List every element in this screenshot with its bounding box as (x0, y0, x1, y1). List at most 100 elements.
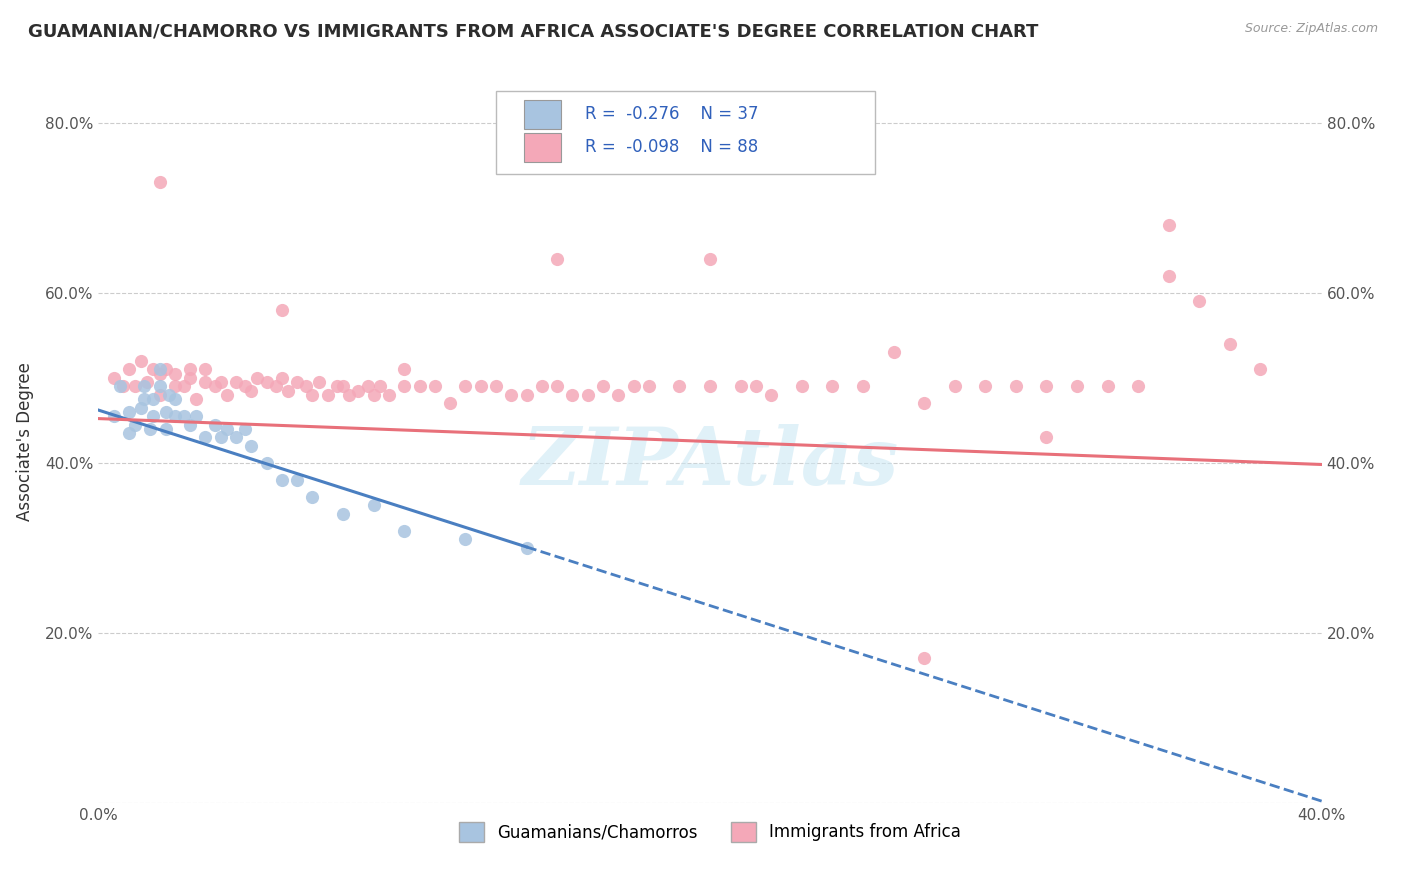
Point (264, 379, 287, 393)
Point (111, 379, 134, 393)
Point (149, 362, 172, 376)
Point (149, 388, 172, 402)
Point (194, 375, 217, 389)
Point (408, 379, 430, 393)
Point (363, 498, 385, 512)
Point (943, 379, 966, 393)
Point (215, 422, 238, 436)
Point (118, 405, 141, 419)
Point (118, 425, 141, 440)
Text: ZIPAtlas: ZIPAtlas (522, 425, 898, 502)
Point (368, 379, 391, 393)
Point (139, 422, 162, 436)
Point (392, 379, 416, 393)
Text: Source: ZipAtlas.com: Source: ZipAtlas.com (1244, 22, 1378, 36)
Point (142, 362, 165, 376)
Point (363, 388, 385, 402)
Point (285, 473, 308, 487)
Point (149, 367, 172, 381)
Point (163, 409, 186, 423)
Point (530, 379, 553, 393)
Point (186, 409, 208, 423)
Point (225, 375, 247, 389)
Point (607, 388, 630, 402)
Point (974, 379, 997, 393)
Point (1066, 379, 1088, 393)
Point (149, 175, 172, 189)
Point (215, 388, 238, 402)
Point (285, 375, 308, 389)
Point (1097, 379, 1119, 393)
FancyBboxPatch shape (524, 133, 561, 162)
Point (270, 473, 292, 487)
Point (246, 371, 269, 385)
Point (134, 379, 156, 393)
Point (295, 379, 318, 393)
Point (1249, 362, 1271, 376)
FancyBboxPatch shape (524, 100, 561, 128)
Point (883, 345, 905, 359)
Point (790, 379, 813, 393)
Point (337, 388, 360, 402)
Point (1157, 218, 1180, 232)
Point (179, 371, 201, 385)
Point (149, 379, 172, 393)
Point (332, 507, 354, 521)
Point (637, 379, 661, 393)
Point (277, 384, 299, 398)
Point (179, 362, 201, 376)
Point (163, 379, 186, 393)
Point (485, 379, 508, 393)
Point (186, 392, 208, 406)
Point (173, 409, 195, 423)
Legend: Guamanians/Chamorros, Immigrants from Africa: Guamanians/Chamorros, Immigrants from Af… (453, 815, 967, 848)
Point (124, 417, 146, 432)
FancyBboxPatch shape (496, 91, 875, 174)
Point (1004, 379, 1026, 393)
Point (561, 388, 583, 402)
Text: R =  -0.098    N = 88: R = -0.098 N = 88 (585, 138, 758, 156)
Point (204, 417, 226, 432)
Point (270, 302, 292, 317)
Point (501, 388, 523, 402)
Point (745, 379, 768, 393)
Point (124, 379, 146, 393)
Point (623, 379, 645, 393)
Point (912, 651, 935, 665)
Point (439, 396, 461, 410)
Point (256, 456, 278, 470)
Y-axis label: Associate's Degree: Associate's Degree (15, 362, 34, 521)
Point (103, 409, 125, 423)
Point (155, 422, 177, 436)
Point (347, 384, 370, 398)
Point (308, 375, 330, 389)
Point (163, 392, 186, 406)
Point (209, 430, 232, 444)
Point (316, 388, 339, 402)
Text: GUAMANIAN/CHAMORRO VS IMMIGRANTS FROM AFRICA ASSOCIATE'S DEGREE CORRELATION CHAR: GUAMANIAN/CHAMORRO VS IMMIGRANTS FROM AF… (28, 22, 1039, 40)
Point (194, 430, 217, 444)
Point (142, 392, 165, 406)
Point (516, 388, 538, 402)
Point (240, 384, 263, 398)
Point (1035, 430, 1057, 444)
Point (118, 362, 141, 376)
Point (136, 375, 159, 389)
Point (730, 379, 752, 393)
Point (134, 392, 156, 406)
Point (204, 379, 226, 393)
Point (592, 379, 614, 393)
Point (173, 379, 195, 393)
Point (668, 379, 690, 393)
Point (301, 388, 323, 402)
Point (546, 252, 568, 266)
Point (326, 379, 349, 393)
Point (1188, 294, 1211, 309)
Point (1219, 336, 1241, 351)
Point (233, 379, 256, 393)
Point (179, 417, 201, 432)
Point (546, 379, 568, 393)
Point (270, 371, 292, 385)
Point (155, 362, 177, 376)
Point (516, 541, 538, 555)
